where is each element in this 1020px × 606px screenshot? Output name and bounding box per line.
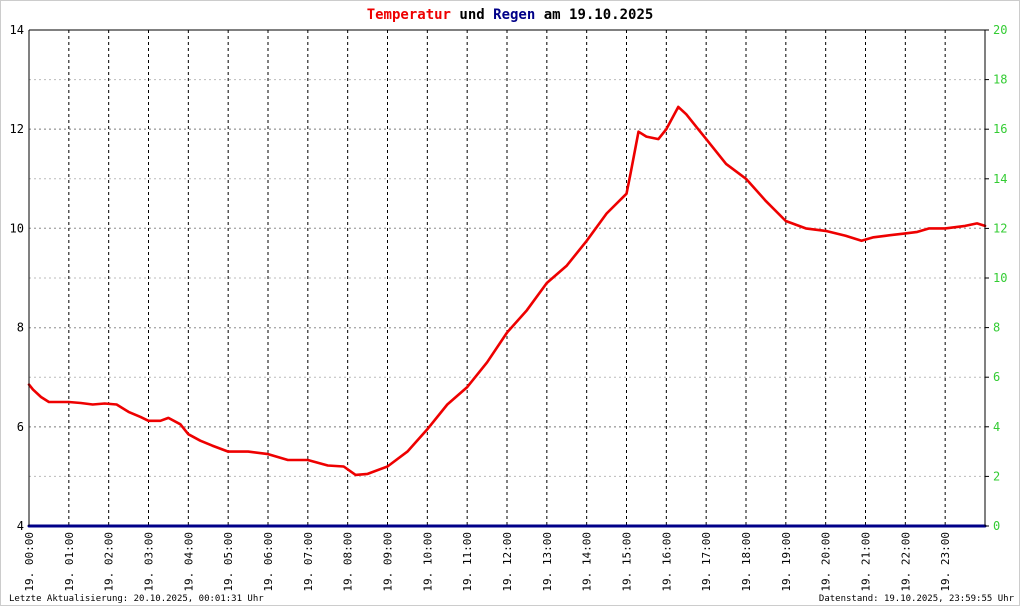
x-tick-22: 19. 22:00: [899, 532, 912, 592]
series-layer: [27, 105, 987, 528]
series-line-0: [27, 105, 987, 477]
x-tick-16: 19. 16:00: [660, 532, 673, 592]
x-tick-0: 19. 00:00: [23, 532, 36, 592]
footer-data-status: Datenstand: 19.10.2025, 23:59:55 Uhr: [819, 594, 1015, 604]
x-tick-11: 19. 11:00: [461, 532, 474, 592]
y-left-tick-12: 12: [10, 122, 24, 136]
x-tick-5: 19. 05:00: [222, 532, 235, 592]
y-right-tick-2: 2: [993, 469, 1000, 483]
y-right-tick-10: 10: [993, 271, 1007, 285]
x-tick-15: 19. 15:00: [621, 532, 634, 592]
y-right-tick-6: 6: [993, 370, 1000, 384]
chart-title: Temperatur und Regen am 19.10.2025: [367, 7, 654, 23]
x-tick-9: 19. 09:00: [382, 532, 395, 592]
x-tick-8: 19. 08:00: [342, 532, 355, 592]
x-tick-20: 19. 20:00: [820, 532, 833, 592]
x-tick-13: 19. 13:00: [541, 532, 554, 592]
y-right-tick-18: 18: [993, 73, 1007, 87]
x-tick-23: 19. 23:00: [939, 532, 952, 592]
axes: [28, 29, 989, 527]
x-tick-18: 19. 18:00: [740, 532, 753, 592]
x-tick-10: 19. 10:00: [421, 532, 434, 592]
x-tick-2: 19. 02:00: [103, 532, 116, 592]
y-right-tick-14: 14: [993, 172, 1007, 186]
title-part-1: und: [451, 7, 493, 23]
y-right-tick-4: 4: [993, 420, 1000, 434]
x-tick-17: 19. 17:00: [700, 532, 713, 592]
y-right-tick-12: 12: [993, 221, 1007, 235]
y-right-tick-0: 0: [993, 519, 1000, 533]
x-tick-12: 19. 12:00: [501, 532, 514, 592]
x-tick-21: 19. 21:00: [860, 532, 873, 592]
y-left-tick-8: 8: [17, 321, 24, 335]
x-tick-7: 19. 07:00: [302, 532, 315, 592]
x-tick-3: 19. 03:00: [143, 532, 156, 592]
title-part-0: Temperatur: [367, 7, 451, 23]
y-right-tick-8: 8: [993, 321, 1000, 335]
title-part-3: am 19.10.2025: [535, 7, 653, 23]
y-left-tick-10: 10: [10, 221, 24, 235]
x-tick-6: 19. 06:00: [262, 532, 275, 592]
title-part-2: Regen: [493, 7, 535, 23]
y-left-tick-6: 6: [17, 420, 24, 434]
tick-labels: 4 6 8 10 12 14 0 2 4 6 8 10 12 14 16 18 20 19. 00:00 19. 0…: [10, 23, 1008, 592]
y-right-tick-20: 20: [993, 23, 1007, 37]
y-right-tick-16: 16: [993, 122, 1007, 136]
y-left-tick-4: 4: [17, 519, 24, 533]
x-tick-19: 19. 19:00: [780, 532, 793, 592]
grid: [29, 30, 985, 526]
x-tick-4: 19. 04:00: [182, 532, 195, 592]
x-tick-1: 19. 01:00: [63, 532, 76, 592]
x-tick-14: 19. 14:00: [581, 532, 594, 592]
y-left-tick-14: 14: [10, 23, 24, 37]
footer-last-update: Letzte Aktualisierung: 20.10.2025, 00:01…: [9, 594, 264, 604]
